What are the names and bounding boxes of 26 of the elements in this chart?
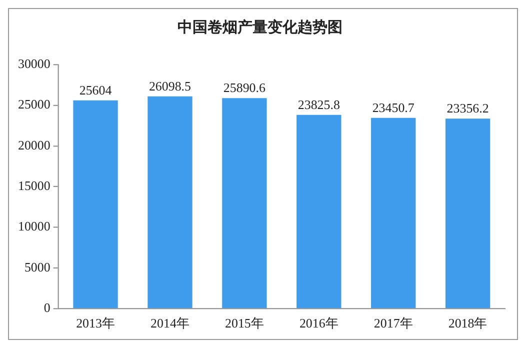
bar [222, 98, 267, 308]
x-tick-label: 2015年 [225, 316, 264, 331]
data-label: 26098.5 [148, 78, 192, 94]
data-label: 23825.8 [298, 96, 340, 112]
y-tick-label: 10000 [18, 218, 50, 234]
data-label: 23356.2 [446, 100, 489, 116]
y-tick-label: 0 [44, 300, 50, 315]
y-tick-label: 25000 [18, 96, 50, 112]
y-tick-label: 5000 [24, 259, 50, 274]
x-tick-label: 2016年 [299, 316, 338, 331]
bar [445, 118, 490, 308]
x-tick-label: 2017年 [374, 316, 413, 331]
y-tick-label: 30000 [18, 56, 50, 72]
y-tick-label: 20000 [18, 137, 50, 152]
data-label: 25604 [79, 82, 112, 98]
x-tick-label: 2018年 [448, 316, 488, 331]
bar [73, 100, 118, 308]
bar [296, 114, 342, 308]
chart-title: 中国卷烟产量变化趋势图 [177, 18, 343, 36]
bar [371, 118, 416, 308]
x-tick-label: 2013年 [76, 316, 115, 331]
x-tick-label: 2014年 [150, 316, 190, 331]
bar [148, 96, 192, 308]
data-label: 25890.6 [223, 80, 266, 96]
y-tick-label: 15000 [18, 178, 50, 194]
data-label: 23450.7 [372, 100, 415, 115]
